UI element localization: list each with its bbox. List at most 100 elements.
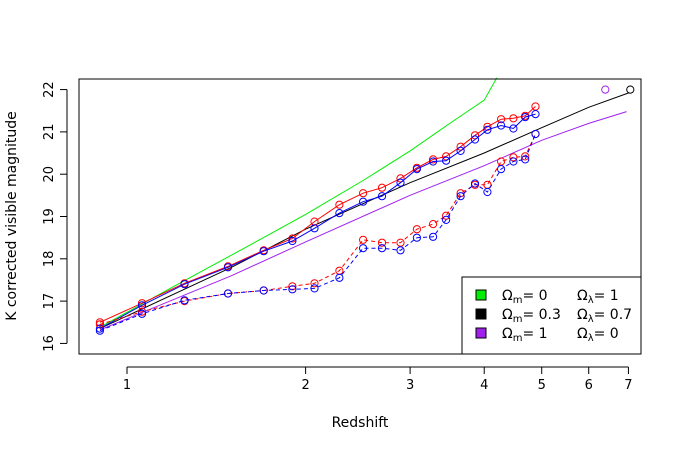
data-point: [429, 157, 438, 166]
data-point: [259, 247, 268, 256]
data-point: [509, 153, 518, 162]
legend-label: Ωλ= 0.7: [577, 307, 632, 325]
data-point: [442, 215, 451, 224]
data-point: [288, 285, 297, 294]
data-point: [497, 121, 506, 130]
data-point: [509, 157, 518, 166]
series-line: [99, 133, 536, 332]
data-point: [396, 246, 405, 255]
legend-entry-1: Ωm= 0 Ωλ= 1: [475, 288, 619, 306]
data-point: [95, 320, 105, 329]
data-point: [483, 187, 492, 197]
x-tick-label: 3: [406, 378, 414, 393]
y-tick-label: 19: [42, 208, 57, 225]
series-4: [95, 129, 540, 335]
data-point: [601, 85, 610, 94]
data-point: [95, 326, 105, 335]
legend-label: Ωm= 1: [502, 326, 548, 344]
data-point: [509, 114, 518, 123]
data-point: [359, 197, 368, 206]
y-tick-label: 16: [42, 335, 57, 352]
data-point: [396, 178, 405, 187]
x-tick-label: 7: [624, 378, 632, 393]
data-point: [180, 280, 189, 289]
data-point: [335, 273, 344, 282]
data-point: [95, 318, 105, 327]
data-series: [95, 85, 635, 335]
data-point: [531, 129, 540, 139]
data-point: [377, 192, 387, 201]
legend-label: Ωλ= 0: [577, 326, 619, 344]
legend: Ωm= 0 Ωλ= 1 Ωm= 0.3 Ωλ= 0.7 Ωm= 1 Ωλ= 0: [461, 276, 642, 355]
data-point: [531, 110, 540, 119]
data-point: [377, 183, 387, 192]
y-tick-label: 18: [42, 251, 57, 268]
data-point: [223, 289, 233, 298]
data-point: [412, 165, 421, 174]
data-point: [470, 135, 480, 144]
x-tick-label: 6: [585, 378, 593, 393]
y-axis-title: K corrected visible magnitude: [4, 111, 20, 321]
legend-swatch: [475, 289, 487, 301]
data-point: [412, 233, 421, 242]
data-point: [137, 309, 147, 318]
data-point: [95, 324, 105, 333]
x-tick-label: 5: [538, 378, 546, 393]
data-point: [310, 279, 319, 288]
x-tick-label: 1: [123, 378, 131, 393]
data-point: [310, 284, 319, 293]
plot-frame: [78, 78, 642, 355]
data-point: [429, 155, 438, 164]
y-tick-label: 22: [42, 81, 57, 98]
data-point: [137, 307, 147, 316]
data-point: [180, 296, 189, 305]
legend-entry-2: Ωm= 0.3 Ωλ= 0.7: [475, 307, 632, 325]
data-point: [223, 263, 233, 272]
data-point: [497, 115, 506, 124]
series-line: [99, 106, 536, 323]
model-curve-3: [99, 111, 627, 331]
data-point: [377, 238, 387, 247]
data-point: [497, 165, 506, 174]
series-line: [99, 113, 536, 330]
y-axis: 16 17 18 19 20 21 22: [42, 81, 68, 352]
data-point: [259, 286, 268, 295]
x-axis-title: Redshift: [332, 415, 389, 431]
data-point: [359, 189, 368, 198]
series-2: [95, 110, 540, 333]
data-point: [396, 174, 405, 183]
data-point: [442, 152, 451, 161]
data-point: [470, 179, 480, 188]
data-point: [456, 146, 465, 155]
data-point: [521, 152, 530, 161]
y-tick-label: 21: [42, 124, 57, 141]
y-tick-label: 20: [42, 166, 57, 183]
series-line: [99, 133, 536, 325]
data-point: [483, 125, 492, 134]
data-point: [509, 124, 518, 133]
data-point: [288, 236, 297, 246]
data-point: [377, 244, 387, 253]
data-point: [412, 225, 421, 234]
data-point: [288, 282, 297, 291]
x-tick-label: 4: [480, 378, 488, 393]
data-point: [429, 232, 438, 241]
data-point: [521, 113, 530, 122]
legend-swatch: [475, 308, 487, 320]
legend-label: Ωλ= 1: [577, 288, 619, 306]
data-point: [335, 209, 344, 218]
data-point: [442, 156, 451, 165]
data-point: [359, 244, 368, 253]
legend-label: Ωm= 0: [502, 288, 548, 306]
legend-swatch: [475, 327, 487, 339]
model-curve-1: [99, 77, 498, 328]
data-point: [429, 220, 438, 229]
data-point: [310, 224, 319, 233]
legend-entry-3: Ωm= 1 Ωλ= 0: [475, 326, 619, 344]
model-curve-2: [99, 92, 629, 330]
legend-box: [461, 276, 642, 355]
data-point: [626, 85, 635, 94]
data-point: [456, 192, 465, 201]
data-point: [137, 301, 147, 310]
